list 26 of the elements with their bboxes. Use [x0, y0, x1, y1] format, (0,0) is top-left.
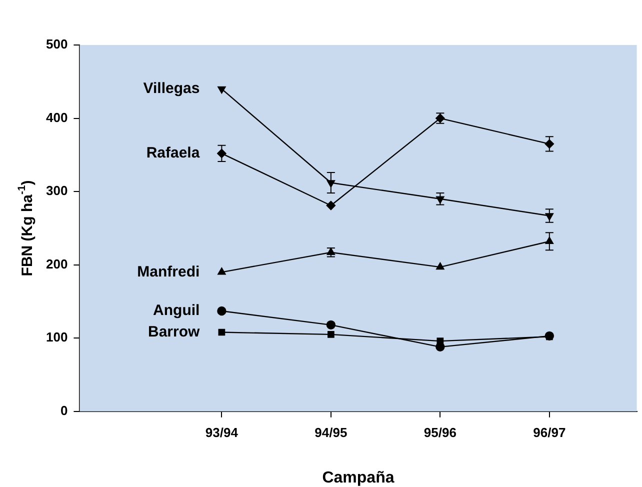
series-label: Villegas	[143, 80, 200, 98]
point	[218, 268, 226, 275]
point	[436, 262, 444, 270]
y-tick-label: 100	[46, 330, 68, 345]
point	[328, 331, 334, 338]
x-tick-label: 93/94	[205, 424, 239, 440]
point	[436, 342, 445, 352]
y-tick-label: 200	[46, 256, 68, 272]
x-tick-label: 94/95	[314, 424, 348, 440]
point	[326, 200, 336, 210]
x-tick-label: 96/97	[533, 424, 566, 440]
x-axis-title: Campaña	[322, 469, 394, 486]
point	[218, 86, 226, 94]
series-label: Barrow	[148, 323, 200, 340]
y-tick-label: 0	[60, 402, 68, 418]
point	[218, 328, 226, 336]
x-tick-label: 95/96	[424, 424, 456, 440]
y-tick-label: 400	[46, 110, 68, 125]
series-label: Anguil	[153, 302, 200, 320]
series-label: Rafaela	[146, 144, 200, 162]
point	[326, 320, 336, 330]
y-tick-label: 500	[46, 36, 68, 52]
y-tick-label: 300	[46, 183, 68, 198]
point	[217, 306, 226, 316]
y-axis-title: FBN (Kg ha-1)	[16, 180, 36, 276]
series-label: Manfredi	[137, 263, 200, 280]
